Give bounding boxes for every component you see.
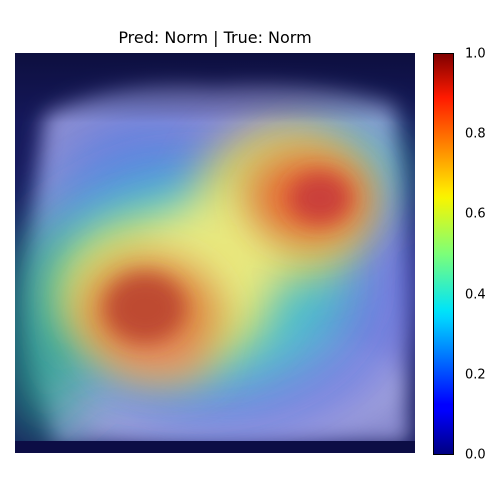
colorbar-tick-3: 0.6 <box>465 206 486 222</box>
colorbar-tick-1: 0.2 <box>465 367 486 383</box>
colorbar-tick-4: 0.8 <box>465 126 486 142</box>
xray-heatmap-image <box>15 53 415 453</box>
figure-title: Pred: Norm | True: Norm <box>118 28 312 47</box>
colorbar <box>433 53 454 455</box>
colorbar-tick-0: 0.0 <box>465 447 486 463</box>
colorbar-tick-2: 0.4 <box>465 287 486 303</box>
colorbar-tick-5: 1.0 <box>465 46 486 62</box>
